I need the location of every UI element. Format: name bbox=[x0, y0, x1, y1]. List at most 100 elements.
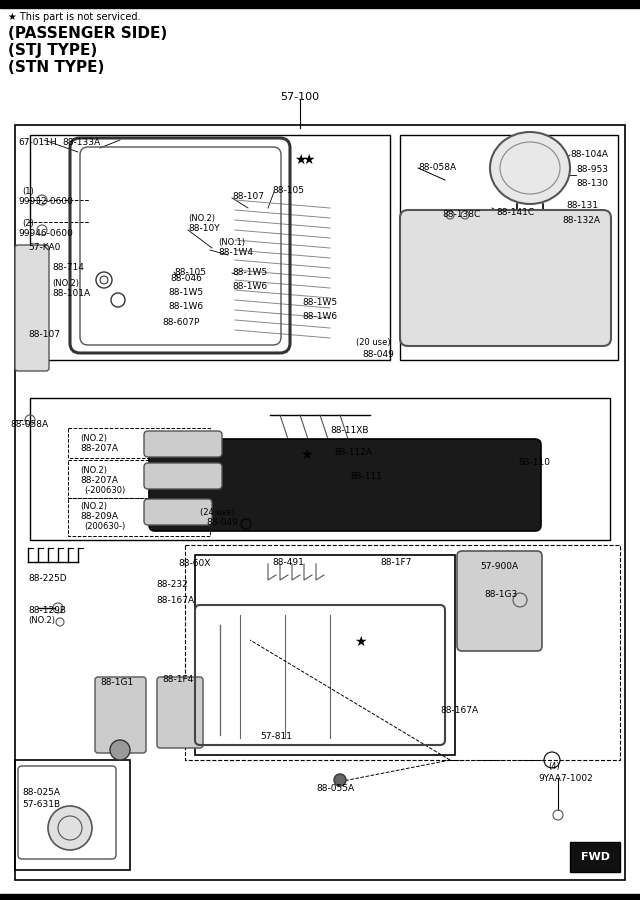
Text: 88-60X: 88-60X bbox=[178, 559, 211, 568]
Text: (2): (2) bbox=[22, 219, 34, 228]
Bar bbox=[30, 398, 610, 540]
Bar bbox=[0, 894, 640, 900]
Text: (PASSENGER SIDE): (PASSENGER SIDE) bbox=[8, 26, 167, 41]
Text: 88-953: 88-953 bbox=[576, 165, 608, 174]
Text: (NO.2): (NO.2) bbox=[80, 466, 107, 475]
Text: 88-105: 88-105 bbox=[174, 268, 206, 277]
Text: ★: ★ bbox=[354, 635, 366, 649]
Text: 88-046: 88-046 bbox=[170, 274, 202, 283]
FancyBboxPatch shape bbox=[457, 551, 542, 651]
Text: 9YAA7-1002: 9YAA7-1002 bbox=[538, 774, 593, 783]
Text: 57-900A: 57-900A bbox=[480, 562, 518, 571]
Bar bbox=[68, 428, 210, 458]
Text: 88-049: 88-049 bbox=[362, 350, 394, 359]
Text: 88-1F7: 88-1F7 bbox=[380, 558, 412, 567]
Text: ★: ★ bbox=[301, 153, 314, 167]
Text: 88-133A: 88-133A bbox=[62, 138, 100, 147]
Text: (STN TYPE): (STN TYPE) bbox=[8, 60, 104, 75]
Text: (-200630): (-200630) bbox=[84, 486, 125, 495]
Text: 88-107: 88-107 bbox=[232, 192, 264, 201]
Text: 88-112A: 88-112A bbox=[334, 448, 372, 457]
Circle shape bbox=[110, 740, 130, 760]
Text: 57-811: 57-811 bbox=[260, 732, 292, 741]
Text: 88-104A: 88-104A bbox=[570, 150, 608, 159]
Text: 88-131: 88-131 bbox=[566, 201, 598, 210]
Text: 88-1G3: 88-1G3 bbox=[484, 590, 517, 599]
Text: 57-631B: 57-631B bbox=[22, 800, 60, 809]
FancyBboxPatch shape bbox=[144, 499, 212, 525]
Text: (NO.2): (NO.2) bbox=[80, 434, 107, 443]
Text: 88-167A: 88-167A bbox=[440, 706, 478, 715]
Text: 88-130: 88-130 bbox=[576, 179, 608, 188]
Bar bbox=[195, 555, 455, 755]
Text: 88-129B: 88-129B bbox=[28, 606, 66, 615]
Text: 88-1G1: 88-1G1 bbox=[100, 678, 133, 687]
Text: ★: ★ bbox=[300, 448, 312, 462]
Text: 88-11XB: 88-11XB bbox=[330, 426, 369, 435]
Text: (20 use): (20 use) bbox=[356, 338, 390, 347]
Bar bbox=[30, 135, 390, 360]
Text: 88-132A: 88-132A bbox=[562, 216, 600, 225]
Text: (4): (4) bbox=[548, 762, 560, 771]
Text: (NO.2): (NO.2) bbox=[188, 214, 215, 223]
Text: 99946-0600: 99946-0600 bbox=[18, 229, 73, 238]
Text: 67-011H: 67-011H bbox=[18, 138, 57, 147]
Text: 88-049: 88-049 bbox=[206, 518, 238, 527]
FancyBboxPatch shape bbox=[95, 677, 146, 753]
Text: ★ This part is not serviced.: ★ This part is not serviced. bbox=[8, 12, 141, 22]
Circle shape bbox=[334, 774, 346, 786]
Text: (1): (1) bbox=[22, 187, 34, 196]
Text: 88-232: 88-232 bbox=[156, 580, 188, 589]
Text: 88-058A: 88-058A bbox=[418, 163, 456, 172]
Ellipse shape bbox=[490, 132, 570, 204]
Text: (NO.2): (NO.2) bbox=[28, 616, 55, 625]
Text: 57-100: 57-100 bbox=[280, 92, 319, 102]
Text: 88-207A: 88-207A bbox=[80, 444, 118, 453]
Bar bbox=[0, 0, 640, 8]
Text: 88-714: 88-714 bbox=[52, 263, 84, 272]
Text: 88-1W5: 88-1W5 bbox=[168, 288, 203, 297]
Text: 88-105: 88-105 bbox=[272, 186, 304, 195]
Text: (200630-): (200630-) bbox=[84, 522, 125, 531]
Text: 88-101A: 88-101A bbox=[52, 289, 90, 298]
Text: 88-491: 88-491 bbox=[272, 558, 304, 567]
Text: 88-607P: 88-607P bbox=[162, 318, 200, 327]
Text: 88-138C: 88-138C bbox=[442, 210, 480, 219]
FancyBboxPatch shape bbox=[15, 245, 49, 371]
Text: 88-1W4: 88-1W4 bbox=[218, 248, 253, 257]
Bar bbox=[15, 125, 625, 880]
Text: 88-225D: 88-225D bbox=[28, 574, 67, 583]
Text: ★: ★ bbox=[294, 153, 307, 167]
Text: 88-209A: 88-209A bbox=[80, 512, 118, 521]
Circle shape bbox=[48, 806, 92, 850]
FancyBboxPatch shape bbox=[400, 210, 611, 346]
Text: 88-110: 88-110 bbox=[518, 458, 550, 467]
Text: 88-141C: 88-141C bbox=[496, 208, 534, 217]
FancyBboxPatch shape bbox=[144, 463, 222, 489]
Text: 88-058A: 88-058A bbox=[10, 420, 48, 429]
Text: 88-1F4: 88-1F4 bbox=[162, 675, 193, 684]
Text: (24 use): (24 use) bbox=[200, 508, 235, 517]
Text: 57-KA0: 57-KA0 bbox=[28, 243, 60, 252]
Text: 88-167A: 88-167A bbox=[156, 596, 194, 605]
Text: 88-10Y: 88-10Y bbox=[188, 224, 220, 233]
Text: 88-1W6: 88-1W6 bbox=[168, 302, 203, 311]
FancyBboxPatch shape bbox=[157, 677, 203, 748]
Text: (STJ TYPE): (STJ TYPE) bbox=[8, 43, 97, 58]
Text: 88-111: 88-111 bbox=[350, 472, 382, 481]
Bar bbox=[68, 460, 210, 498]
Text: FWD: FWD bbox=[580, 852, 609, 862]
Text: 88-1W5: 88-1W5 bbox=[302, 298, 337, 307]
FancyBboxPatch shape bbox=[144, 431, 222, 457]
Text: 88-055A: 88-055A bbox=[316, 784, 354, 793]
Text: 88-1W6: 88-1W6 bbox=[232, 282, 267, 291]
Bar bbox=[185, 545, 620, 760]
Text: 88-025A: 88-025A bbox=[22, 788, 60, 797]
FancyBboxPatch shape bbox=[149, 439, 541, 531]
Text: (NO.2): (NO.2) bbox=[52, 279, 79, 288]
Text: 88-107: 88-107 bbox=[28, 330, 60, 339]
Text: 88-1W6: 88-1W6 bbox=[302, 312, 337, 321]
FancyBboxPatch shape bbox=[570, 842, 620, 872]
Text: 99932-0600: 99932-0600 bbox=[18, 197, 73, 206]
Text: 88-1W5: 88-1W5 bbox=[232, 268, 267, 277]
